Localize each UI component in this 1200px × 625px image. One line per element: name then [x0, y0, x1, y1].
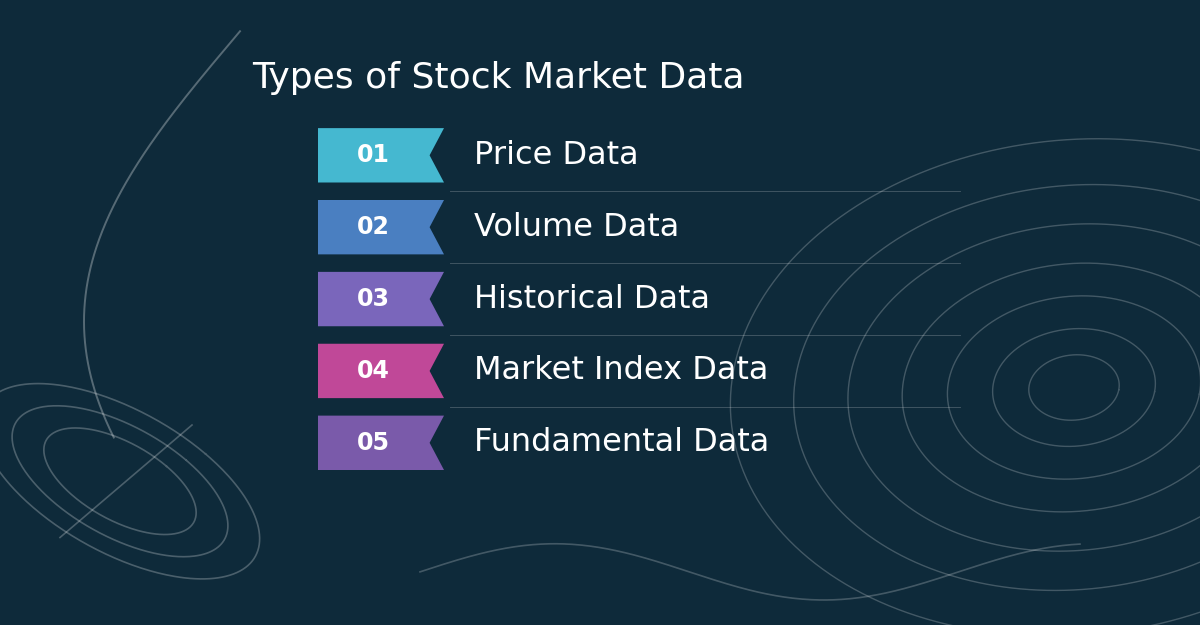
Text: 04: 04	[358, 359, 390, 383]
Text: 05: 05	[356, 431, 390, 455]
Polygon shape	[318, 128, 444, 182]
Polygon shape	[318, 272, 444, 326]
Text: Price Data: Price Data	[474, 140, 638, 171]
Text: Market Index Data: Market Index Data	[474, 356, 768, 386]
Polygon shape	[318, 344, 444, 398]
Text: Historical Data: Historical Data	[474, 284, 710, 314]
Text: Types of Stock Market Data: Types of Stock Market Data	[252, 61, 744, 95]
Text: Fundamental Data: Fundamental Data	[474, 428, 769, 458]
Text: 02: 02	[358, 215, 390, 239]
Text: 01: 01	[358, 143, 390, 168]
Text: Volume Data: Volume Data	[474, 212, 679, 243]
Polygon shape	[318, 416, 444, 470]
Polygon shape	[318, 200, 444, 254]
Text: 03: 03	[356, 287, 390, 311]
